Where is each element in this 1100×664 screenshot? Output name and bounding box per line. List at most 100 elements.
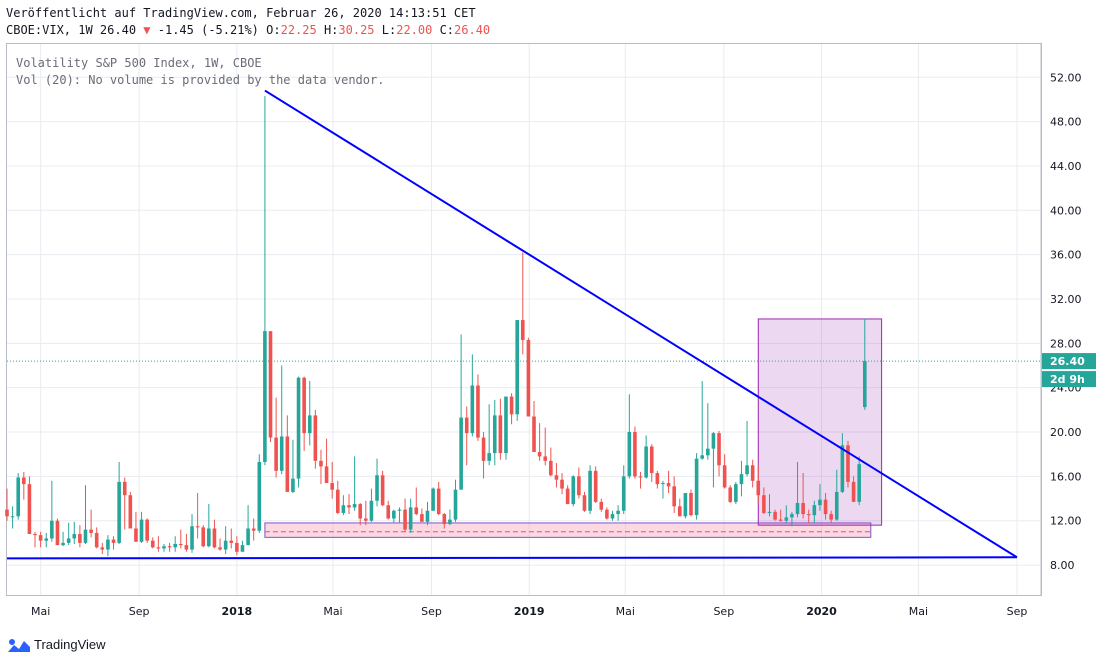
candle-down — [364, 518, 368, 521]
candle-down — [436, 488, 441, 515]
candle-down — [184, 545, 189, 550]
candle-up — [72, 534, 77, 539]
candle-down — [481, 437, 486, 461]
candle-up — [16, 477, 21, 517]
candle-down — [577, 476, 581, 496]
footer-brand-label: TradingView — [34, 637, 106, 652]
close-label: C: — [439, 23, 455, 37]
candle-up — [739, 474, 744, 485]
support-zone — [264, 522, 872, 538]
candle-down — [823, 499, 828, 515]
candle-up — [470, 385, 475, 434]
candle-down — [5, 509, 9, 517]
candle-down — [122, 481, 127, 496]
candle-down — [313, 415, 318, 461]
candle-up — [425, 510, 430, 522]
x-tick-label: 2020 — [806, 605, 837, 618]
candle-up — [610, 514, 615, 519]
candle-up — [767, 511, 772, 513]
candle-down — [380, 475, 385, 506]
candle-down — [717, 433, 721, 466]
candle-up — [207, 528, 211, 547]
candle-down — [537, 451, 542, 457]
candle-down — [229, 540, 234, 543]
candle-up — [812, 505, 817, 516]
candle-up — [571, 476, 576, 505]
trendline-descending — [264, 89, 1018, 559]
y-tick-label: 36.00 — [1050, 249, 1082, 262]
high-label: H: — [323, 23, 339, 37]
candle-up — [694, 458, 699, 516]
candle-up — [627, 432, 632, 477]
candle-down — [128, 495, 133, 529]
x-tick-label: Sep — [129, 605, 150, 618]
candle-up — [857, 464, 861, 502]
candle-down — [145, 519, 149, 541]
x-tick-label: 2018 — [222, 605, 253, 618]
candle-down — [509, 396, 514, 415]
candle-up — [10, 516, 15, 518]
candle-down — [167, 546, 172, 548]
candle-up — [795, 502, 800, 515]
candle-up — [706, 448, 710, 456]
y-tick-label: 32.00 — [1050, 293, 1082, 306]
high-value: 30.25 — [338, 23, 375, 37]
candle-down — [100, 547, 105, 550]
y-tick-label: 52.00 — [1050, 71, 1082, 84]
candle-down — [134, 528, 138, 542]
candle-up — [240, 545, 245, 552]
candle-down — [347, 505, 351, 508]
tradingview-logo-icon — [8, 638, 30, 652]
candle-up — [834, 491, 839, 520]
candle-up — [644, 446, 648, 478]
candle-down — [22, 477, 26, 485]
candle-down — [89, 529, 93, 533]
x-tick-label: Sep — [713, 605, 734, 618]
candle-up — [616, 510, 620, 515]
candle-up — [745, 465, 749, 475]
candle-up — [263, 331, 267, 462]
candle-up — [818, 499, 822, 506]
candle-down — [111, 539, 116, 543]
candle-down — [655, 473, 660, 485]
candle-up — [790, 514, 794, 518]
candle-down — [532, 416, 536, 452]
candle-up — [106, 539, 110, 550]
candle-up — [734, 484, 738, 502]
candle-down — [201, 527, 206, 547]
candle-down — [689, 493, 693, 516]
candle-down — [285, 436, 290, 492]
candle-down — [778, 519, 783, 521]
candle-down — [649, 446, 654, 474]
candle-up — [492, 415, 497, 454]
symbol-header: CBOE:VIX, 1W 26.40 ▼ -1.45 (-5.21%) O:22… — [6, 23, 490, 37]
candle-up — [83, 529, 88, 543]
candle-down — [251, 528, 256, 531]
low-label: L: — [381, 23, 397, 37]
candle-down — [78, 534, 82, 543]
candle-down — [672, 486, 676, 507]
y-tick-label: 8.00 — [1050, 559, 1075, 572]
trendline-horizontal — [6, 556, 1017, 560]
candle-up — [397, 509, 402, 511]
legend-volume: Vol (20): No volume is provided by the d… — [16, 73, 385, 87]
candle-down — [464, 417, 469, 434]
candle-down — [750, 465, 755, 481]
candle-down — [330, 483, 334, 490]
candle-down — [605, 509, 609, 519]
candle-down — [543, 456, 548, 461]
candle-up — [621, 476, 626, 511]
candle-down — [268, 331, 273, 438]
candle-down — [235, 542, 239, 552]
candle-up — [173, 544, 177, 548]
footer-brand[interactable]: TradingView — [8, 637, 106, 652]
y-tick-label: 16.00 — [1050, 470, 1082, 483]
candle-down — [666, 483, 671, 487]
y-tick-label: 28.00 — [1050, 337, 1082, 350]
candle-up — [139, 519, 144, 542]
x-tick-label: 2019 — [514, 605, 545, 618]
price-badge-label: 26.40 — [1050, 355, 1085, 368]
candle-up — [661, 483, 665, 485]
candle-down — [846, 445, 850, 482]
